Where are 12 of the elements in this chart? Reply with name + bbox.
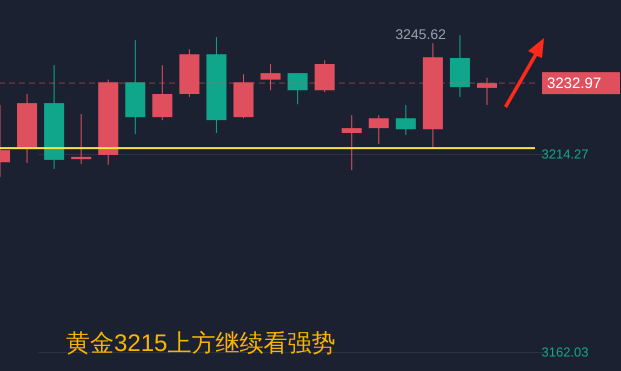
candlestick [288, 72, 308, 105]
candlestick [260, 64, 281, 91]
candlestick [396, 104, 416, 136]
y-tick-label: 3162.03 [542, 344, 588, 360]
y-tick-label: 3214.27 [542, 146, 588, 162]
candlestick [476, 77, 497, 106]
annotation: 3245.62 [395, 26, 446, 42]
candlestick [152, 64, 172, 121]
annotation: 黄金3215上方继续看强势 [66, 330, 336, 358]
candlestick [342, 114, 362, 171]
ref-line-label: 3232.97 [547, 75, 602, 92]
candlestick [368, 114, 389, 145]
